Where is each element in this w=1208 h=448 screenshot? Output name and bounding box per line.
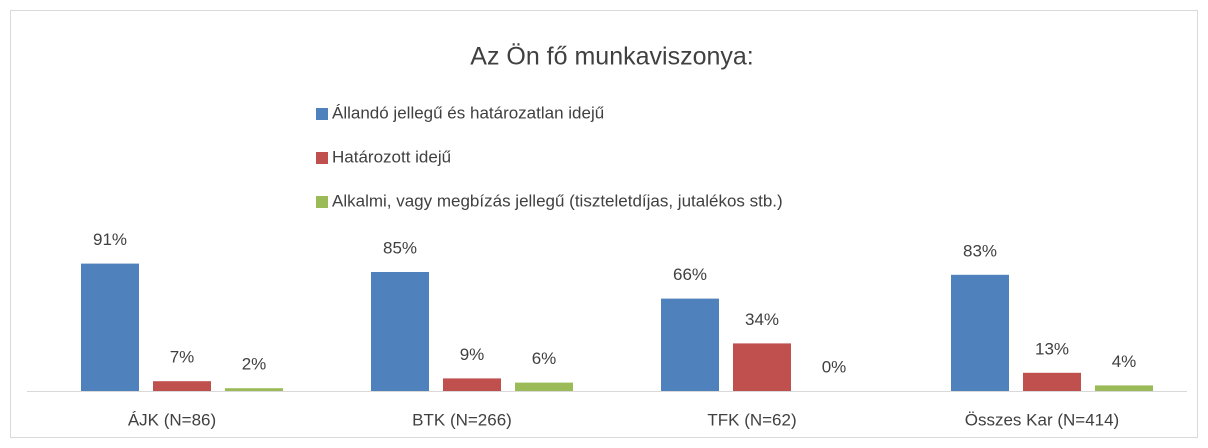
x-tick-label: ÁJK (N=86) bbox=[128, 410, 216, 429]
legend-label: Alkalmi, vagy megbízás jellegű (tisztele… bbox=[332, 191, 783, 210]
value-label: 91% bbox=[93, 230, 127, 249]
bar bbox=[733, 343, 791, 391]
value-label: 6% bbox=[532, 349, 557, 368]
bar bbox=[1023, 372, 1081, 391]
x-tick-label: Összes Kar (N=414) bbox=[965, 410, 1119, 429]
bar bbox=[225, 388, 283, 391]
value-label: 85% bbox=[383, 238, 417, 257]
bar bbox=[81, 263, 139, 391]
bar bbox=[515, 382, 573, 391]
legend-swatch bbox=[316, 152, 328, 164]
value-label: 2% bbox=[242, 355, 267, 374]
value-label: 83% bbox=[963, 241, 997, 260]
x-tick-label: BTK (N=266) bbox=[412, 410, 512, 429]
value-label: 0% bbox=[822, 357, 847, 376]
legend-swatch bbox=[316, 196, 328, 208]
x-tick-label: TFK (N=62) bbox=[707, 410, 796, 429]
bar bbox=[153, 381, 211, 391]
value-label: 13% bbox=[1035, 339, 1069, 358]
value-label: 34% bbox=[745, 310, 779, 329]
value-label: 9% bbox=[460, 345, 485, 364]
legend-label: Határozott idejű bbox=[332, 147, 451, 166]
chart-frame bbox=[10, 10, 1198, 438]
value-label: 4% bbox=[1112, 352, 1137, 371]
legend-label: Állandó jellegű és határozatlan idejű bbox=[332, 103, 604, 122]
chart-title: Az Ön fő munkaviszonya: bbox=[470, 43, 753, 71]
value-label: 7% bbox=[170, 348, 195, 367]
value-label: 66% bbox=[673, 265, 707, 284]
bar bbox=[661, 298, 719, 391]
legend-swatch bbox=[316, 108, 328, 120]
bar bbox=[951, 274, 1009, 391]
bar bbox=[1095, 385, 1153, 391]
bar bbox=[443, 378, 501, 391]
bar bbox=[371, 272, 429, 391]
